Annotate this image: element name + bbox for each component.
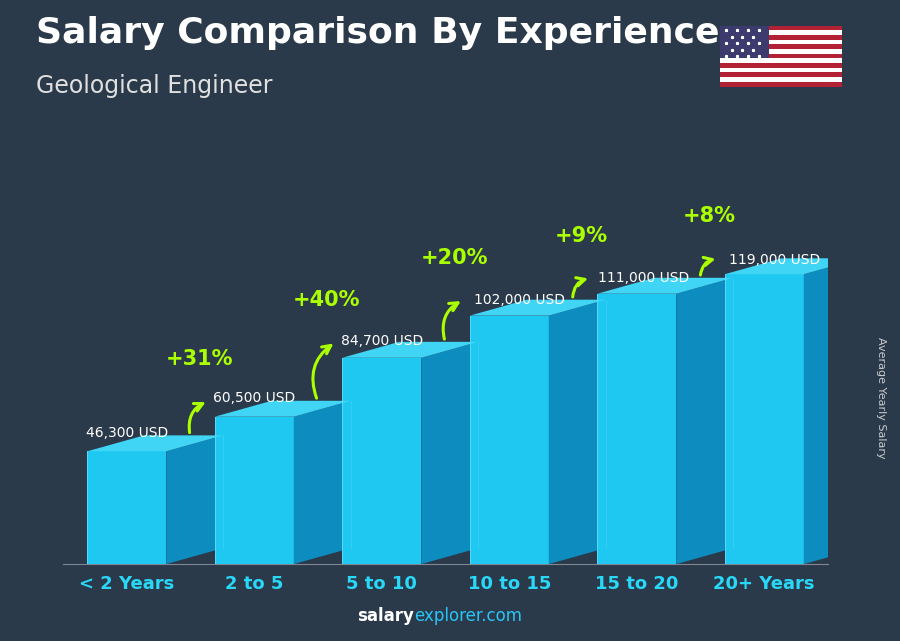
Polygon shape	[215, 417, 293, 564]
Text: +20%: +20%	[420, 248, 488, 268]
Polygon shape	[87, 435, 223, 451]
Polygon shape	[676, 278, 733, 564]
Text: +9%: +9%	[555, 226, 608, 246]
Text: 119,000 USD: 119,000 USD	[728, 253, 820, 267]
Polygon shape	[724, 258, 860, 274]
Bar	[720, 82, 842, 87]
Bar	[720, 30, 842, 35]
Polygon shape	[724, 274, 804, 564]
Polygon shape	[342, 342, 478, 358]
Text: Average Yearly Salary: Average Yearly Salary	[877, 337, 886, 458]
Text: Salary Comparison By Experience: Salary Comparison By Experience	[36, 16, 719, 50]
Bar	[720, 72, 842, 77]
Text: +31%: +31%	[166, 349, 233, 369]
Polygon shape	[166, 435, 223, 564]
Text: 111,000 USD: 111,000 USD	[598, 271, 689, 285]
Polygon shape	[215, 401, 351, 417]
Text: +40%: +40%	[292, 290, 360, 310]
Polygon shape	[804, 258, 860, 564]
Text: salary: salary	[357, 607, 414, 625]
Polygon shape	[421, 342, 478, 564]
Polygon shape	[470, 300, 606, 315]
Bar	[720, 54, 842, 58]
Bar	[720, 63, 842, 68]
Polygon shape	[549, 300, 606, 564]
Polygon shape	[470, 315, 549, 564]
Bar	[720, 35, 842, 40]
Bar	[720, 77, 842, 82]
Text: 102,000 USD: 102,000 USD	[473, 293, 564, 307]
Bar	[720, 40, 842, 44]
Text: +8%: +8%	[683, 206, 735, 226]
Polygon shape	[87, 451, 166, 564]
Bar	[720, 44, 842, 49]
Polygon shape	[342, 358, 421, 564]
Bar	[720, 68, 842, 72]
Polygon shape	[293, 401, 351, 564]
Text: 60,500 USD: 60,500 USD	[213, 391, 296, 405]
Polygon shape	[598, 278, 734, 294]
Text: 84,700 USD: 84,700 USD	[341, 333, 423, 347]
Bar	[720, 49, 842, 54]
Bar	[720, 58, 842, 63]
Text: 46,300 USD: 46,300 USD	[86, 426, 168, 440]
Bar	[720, 26, 769, 58]
Polygon shape	[598, 294, 676, 564]
Bar	[720, 26, 842, 30]
Text: Geological Engineer: Geological Engineer	[36, 74, 273, 97]
Text: explorer.com: explorer.com	[414, 607, 522, 625]
